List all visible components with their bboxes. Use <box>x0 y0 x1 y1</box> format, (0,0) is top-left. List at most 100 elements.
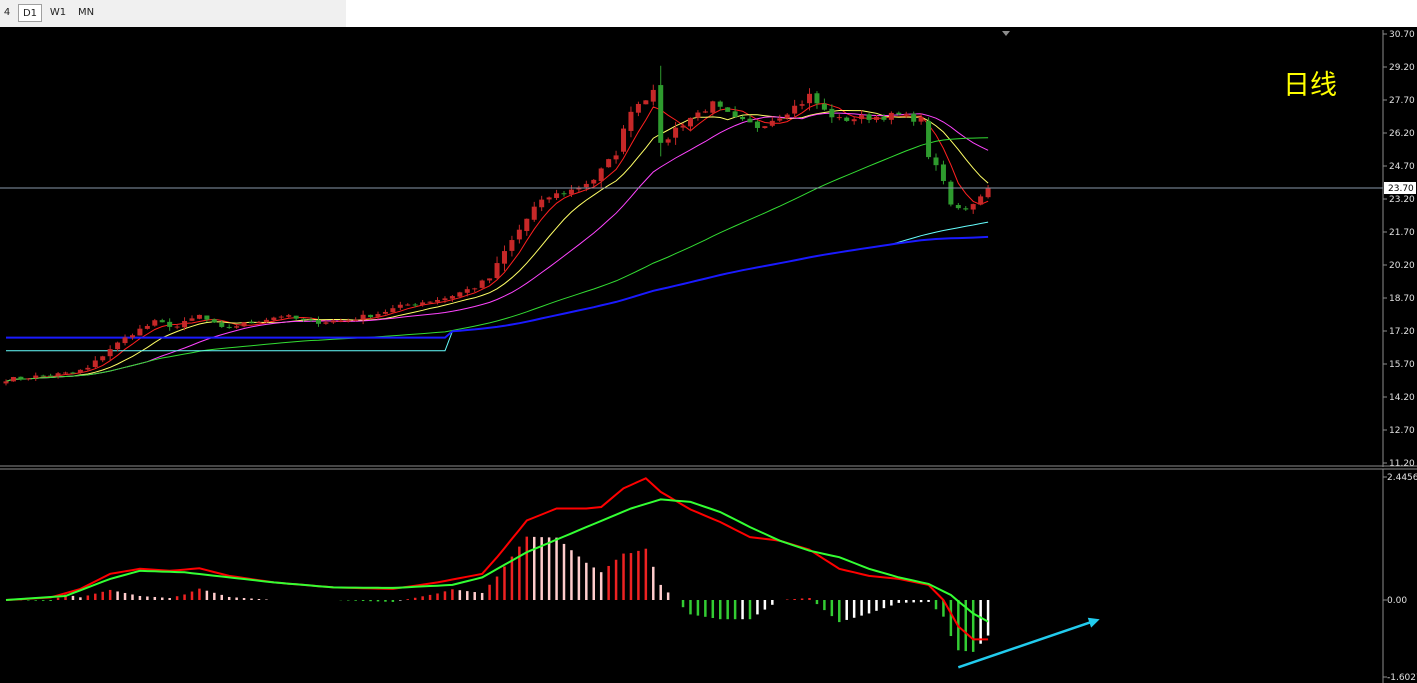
candle <box>293 315 299 321</box>
price-tick-label: 23.20 <box>1389 195 1415 205</box>
candle-body <box>970 204 976 210</box>
timeframe-mn-button[interactable]: MN <box>77 7 95 18</box>
candle-body <box>606 159 612 168</box>
candle-body <box>926 121 932 158</box>
arrow-head-icon <box>1087 617 1100 628</box>
candle-body <box>219 322 225 327</box>
candle-body <box>420 302 426 306</box>
candle-body <box>568 189 574 195</box>
candle <box>494 256 500 280</box>
candle-body <box>442 298 448 301</box>
ma250-line <box>6 235 989 339</box>
candle <box>516 224 522 244</box>
candle-body <box>836 117 842 119</box>
candle-body <box>821 103 827 110</box>
candle-body <box>799 104 805 106</box>
timeframe-h4-button[interactable]: 4 <box>3 7 11 18</box>
candle <box>717 100 723 111</box>
candle <box>92 356 98 368</box>
candle-body <box>249 322 255 324</box>
candle-body <box>561 193 567 195</box>
candle <box>777 114 783 122</box>
candle <box>159 318 165 323</box>
candle-body <box>338 320 344 322</box>
candle-body <box>903 113 909 115</box>
candle <box>978 194 984 206</box>
candle <box>55 372 61 379</box>
candle <box>948 180 954 207</box>
candle-body <box>293 315 299 319</box>
candle-body <box>680 125 686 128</box>
candle <box>174 324 180 330</box>
candle <box>635 101 641 117</box>
price-panel <box>0 30 1417 467</box>
candle <box>710 100 716 116</box>
ma10-line <box>5 110 989 382</box>
candle-body <box>501 251 507 264</box>
candle-body <box>427 301 433 303</box>
candle <box>345 318 351 323</box>
candle-body <box>85 367 91 370</box>
candle <box>271 316 277 323</box>
candle-body <box>278 316 284 318</box>
candle-body <box>345 320 351 322</box>
candle-body <box>814 93 820 104</box>
candle <box>40 374 46 377</box>
candle-body <box>122 337 128 344</box>
candle <box>219 320 225 328</box>
candle-body <box>330 320 336 323</box>
candle-body <box>487 278 493 281</box>
candle <box>397 301 403 311</box>
candle <box>25 378 31 381</box>
ma60-line <box>5 137 989 382</box>
candle-body <box>687 117 693 127</box>
candle-body <box>449 296 455 299</box>
candle-body <box>167 321 173 327</box>
candle-body <box>390 308 396 313</box>
candle <box>985 185 991 199</box>
candle <box>621 125 627 155</box>
candle-body <box>241 322 247 327</box>
candle-body <box>234 326 240 328</box>
candle-body <box>717 101 723 107</box>
candle-body <box>308 319 314 321</box>
timeframe-d1-button[interactable]: D1 <box>18 4 42 22</box>
candle-body <box>963 208 969 210</box>
candle-body <box>301 318 307 320</box>
candle-body <box>598 168 604 182</box>
candle <box>873 114 879 123</box>
candle <box>732 106 738 118</box>
timeframe-w1-button[interactable]: W1 <box>49 7 67 18</box>
candle-body <box>286 315 292 317</box>
candle <box>33 372 39 381</box>
chart-background <box>0 27 1417 683</box>
daily-annotation-label: 日线 <box>1283 70 1337 101</box>
candle-body <box>881 116 887 120</box>
candle-body <box>397 304 403 308</box>
candle <box>234 324 240 329</box>
dea-line <box>5 498 989 623</box>
candle-body <box>516 229 522 240</box>
candle <box>107 345 113 361</box>
candle <box>702 109 708 114</box>
candle <box>680 123 686 131</box>
candle-body <box>211 319 217 323</box>
candle <box>918 113 924 125</box>
candle-body <box>650 89 656 102</box>
candle-body <box>710 101 716 113</box>
candle-body <box>546 197 552 200</box>
candle <box>249 319 255 324</box>
candle <box>152 318 158 327</box>
candle-body <box>866 114 872 120</box>
chart-shift-marker-icon[interactable] <box>1002 31 1010 36</box>
candle-body <box>509 240 515 251</box>
candle-body <box>10 376 16 382</box>
candle <box>405 303 411 306</box>
candle <box>561 191 567 197</box>
candle-body <box>271 317 277 321</box>
candle <box>487 278 493 284</box>
candle-body <box>137 328 143 336</box>
stock-chart: 30.70 29.20 27.70 26.20 24.70 23.20 21.70 20.20… <box>0 27 1417 683</box>
candle-body <box>144 326 150 329</box>
candle <box>598 167 604 189</box>
